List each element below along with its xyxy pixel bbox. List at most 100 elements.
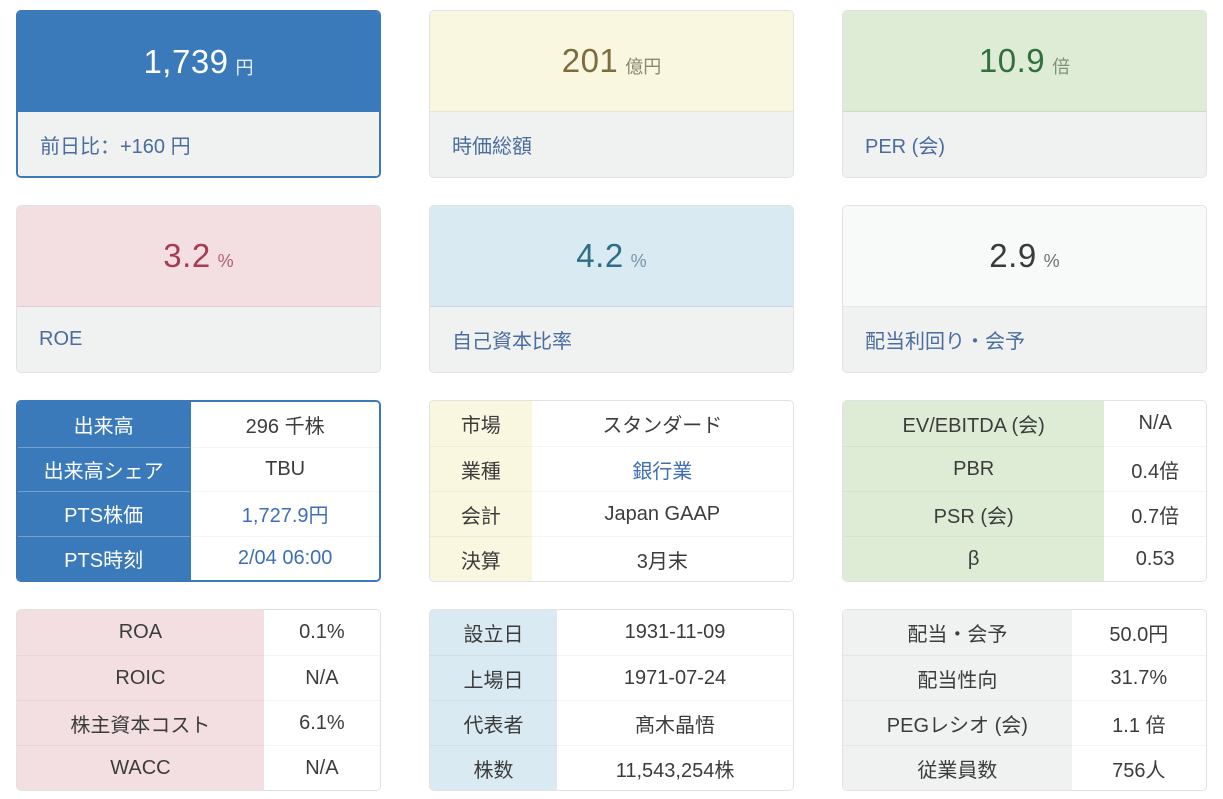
price-head: 1,739 円 xyxy=(18,12,379,112)
stat-card-per: 10.9 倍 PER (会) xyxy=(842,10,1207,178)
dividend-yield-value: 2.9 xyxy=(989,237,1037,274)
market-cap-unit: 億円 xyxy=(625,57,662,77)
valuation-table: EV/EBITDA (会) N/A PBR 0.4倍 PSR (会) 0.7倍 … xyxy=(842,400,1207,582)
roic-label: ROIC xyxy=(17,655,264,700)
dividend-yield-head: 2.9 % xyxy=(843,206,1206,307)
per-label[interactable]: PER (会) xyxy=(865,136,945,158)
metrics-grid: 1,739 円 前日比：+160 円 201 億円 時価総額 10.9 倍 PE… xyxy=(16,10,1207,791)
dividend-yield-label[interactable]: 配当利回り・会予 xyxy=(865,331,1025,353)
table-row: β 0.53 xyxy=(843,536,1206,581)
trading-table: 出来高 296 千株 出来高シェア TBU PTS株価 1,727.9円 PTS… xyxy=(16,400,381,582)
pts-time-label: PTS時刻 xyxy=(18,535,192,580)
price-foot: 前日比：+160 円 xyxy=(18,112,379,176)
stat-card-roe: 3.2 % ROE xyxy=(16,205,381,373)
representative-value: 髙木晶悟 xyxy=(557,700,793,745)
shares-value: 11,543,254株 xyxy=(557,745,793,790)
stat-card-equity-ratio: 4.2 % 自己資本比率 xyxy=(429,205,794,373)
stat-card-dividend-yield: 2.9 % 配当利回り・会予 xyxy=(842,205,1207,373)
equity-ratio-foot: 自己資本比率 xyxy=(430,307,793,372)
employees-label: 従業員数 xyxy=(843,745,1072,790)
listed-date-label: 上場日 xyxy=(430,655,558,700)
table-row: WACC N/A xyxy=(17,745,380,790)
table-row: 出来高シェア TBU xyxy=(18,446,379,491)
accounting-value: Japan GAAP xyxy=(531,491,793,536)
pts-time-value[interactable]: 2/04 06:00 xyxy=(191,535,379,580)
table-row: 配当・会予 50.0円 xyxy=(843,610,1206,655)
table-row: EV/EBITDA (会) N/A xyxy=(843,401,1206,446)
volume-value: 296 千株 xyxy=(191,402,379,447)
psr-label: PSR (会) xyxy=(843,491,1105,536)
roa-value: 0.1% xyxy=(263,610,380,655)
equity-ratio-label[interactable]: 自己資本比率 xyxy=(452,331,572,353)
profitability-table: ROA 0.1% ROIC N/A 株主資本コスト 6.1% WACC N/A xyxy=(16,609,381,791)
table-row: 出来高 296 千株 xyxy=(18,402,379,447)
payout-ratio-label: 配当性向 xyxy=(843,655,1072,700)
founded-date-label: 設立日 xyxy=(430,610,558,655)
roe-head: 3.2 % xyxy=(17,206,380,307)
table-row: ROA 0.1% xyxy=(17,610,380,655)
wacc-value: N/A xyxy=(263,745,380,790)
sector-label: 業種 xyxy=(430,446,532,491)
table-row: 会計 Japan GAAP xyxy=(430,491,793,536)
market-cap-value: 201 xyxy=(561,42,619,79)
peg-ratio-label: PEGレシオ (会) xyxy=(843,700,1072,745)
roe-foot: ROE xyxy=(17,307,380,372)
market-cap-head: 201 億円 xyxy=(430,11,793,112)
roe-label[interactable]: ROE xyxy=(39,328,83,350)
company-info-table: 設立日 1931-11-09 上場日 1971-07-24 代表者 髙木晶悟 株… xyxy=(429,609,794,791)
table-row: 配当性向 31.7% xyxy=(843,655,1206,700)
pbr-value: 0.4倍 xyxy=(1104,446,1206,491)
table-row: 従業員数 756人 xyxy=(843,745,1206,790)
per-head: 10.9 倍 xyxy=(843,11,1206,112)
roa-label: ROA xyxy=(17,610,264,655)
wacc-label: WACC xyxy=(17,745,264,790)
volume-share-label: 出来高シェア xyxy=(18,446,192,491)
price-change-label: 前日比：+160 円 xyxy=(40,135,191,158)
pts-price-label: PTS株価 xyxy=(18,491,192,536)
equity-ratio-unit: % xyxy=(630,250,647,271)
table-row: 市場 スタンダード xyxy=(430,401,793,446)
payout-ratio-value: 31.7% xyxy=(1071,655,1206,700)
cost-of-equity-value: 6.1% xyxy=(263,700,380,745)
beta-value: 0.53 xyxy=(1104,536,1206,581)
table-row: ROIC N/A xyxy=(17,655,380,700)
table-row: 上場日 1971-07-24 xyxy=(430,655,793,700)
table-row: PTS時刻 2/04 06:00 xyxy=(18,535,379,580)
sector-value[interactable]: 銀行業 xyxy=(531,446,793,491)
employees-value: 756人 xyxy=(1071,745,1206,790)
equity-ratio-head: 4.2 % xyxy=(430,206,793,307)
table-row: 設立日 1931-11-09 xyxy=(430,610,793,655)
volume-label: 出来高 xyxy=(18,402,192,447)
ev-ebitda-label: EV/EBITDA (会) xyxy=(843,401,1105,446)
roe-unit: % xyxy=(217,250,234,271)
market-cap-foot: 時価総額 xyxy=(430,112,793,177)
table-row: 決算 3月末 xyxy=(430,536,793,581)
beta-label: β xyxy=(843,536,1105,581)
table-row: 株主資本コスト 6.1% xyxy=(17,700,380,745)
equity-ratio-value: 4.2 xyxy=(576,237,624,274)
stat-card-market-cap: 201 億円 時価総額 xyxy=(429,10,794,178)
per-value: 10.9 xyxy=(978,42,1046,79)
dividend-forecast-label: 配当・会予 xyxy=(843,610,1072,655)
table-row: PSR (会) 0.7倍 xyxy=(843,491,1206,536)
table-row: PTS株価 1,727.9円 xyxy=(18,491,379,536)
table-row: PBR 0.4倍 xyxy=(843,446,1206,491)
fiscal-year-label: 決算 xyxy=(430,536,532,581)
representative-label: 代表者 xyxy=(430,700,558,745)
table-row: PEGレシオ (会) 1.1 倍 xyxy=(843,700,1206,745)
dividend-info-table: 配当・会予 50.0円 配当性向 31.7% PEGレシオ (会) 1.1 倍 … xyxy=(842,609,1207,791)
dividend-yield-foot: 配当利回り・会予 xyxy=(843,307,1206,372)
cost-of-equity-label: 株主資本コスト xyxy=(17,700,264,745)
fiscal-year-value: 3月末 xyxy=(531,536,793,581)
listed-date-value: 1971-07-24 xyxy=(557,655,793,700)
psr-value: 0.7倍 xyxy=(1104,491,1206,536)
roic-value: N/A xyxy=(263,655,380,700)
peg-ratio-value: 1.1 倍 xyxy=(1071,700,1206,745)
market-cap-label[interactable]: 時価総額 xyxy=(452,136,532,158)
volume-share-value: TBU xyxy=(191,446,379,491)
market-profile-table: 市場 スタンダード 業種 銀行業 会計 Japan GAAP 決算 3月末 xyxy=(429,400,794,582)
pts-price-value[interactable]: 1,727.9円 xyxy=(191,491,379,536)
shares-label: 株数 xyxy=(430,745,558,790)
dividend-yield-unit: % xyxy=(1043,250,1060,271)
